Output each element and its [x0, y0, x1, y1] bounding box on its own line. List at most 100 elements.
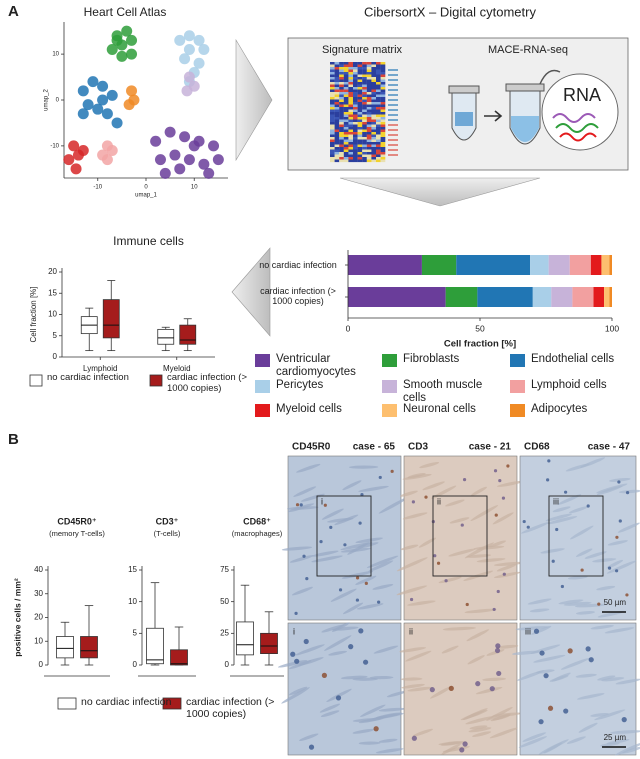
- heatmap-cell: [357, 82, 363, 85]
- scale-bar-label: 25 µm: [604, 733, 627, 742]
- heatmap-cell: [362, 119, 367, 123]
- heatmap-cell: [357, 102, 363, 105]
- tissue-fiber: [617, 522, 640, 533]
- heatmap-cell: [334, 154, 340, 158]
- bar-segment: [551, 287, 573, 307]
- heatmap-cell: [380, 89, 386, 93]
- nucleus: [494, 647, 501, 654]
- nucleus: [465, 602, 469, 607]
- heatmap-cell: [339, 129, 344, 133]
- heatmap-cell: [348, 154, 354, 158]
- heatmap-cell: [371, 109, 377, 113]
- tissue-fiber: [468, 727, 492, 733]
- heatmap-cell: [348, 147, 354, 150]
- heatmap-cell: [343, 104, 349, 108]
- heatmap-cell: [357, 94, 363, 98]
- heatmap-cell: [357, 97, 363, 100]
- legend-label: Smooth muscle cells: [403, 379, 483, 405]
- point: [179, 131, 191, 143]
- x-tick-label: 50: [475, 323, 485, 333]
- heatmap-cell: [357, 84, 363, 88]
- tissue-fiber: [291, 586, 313, 596]
- tissue-fiber: [557, 494, 582, 505]
- heatmap-cell: [376, 104, 381, 108]
- heatmap-cell: [353, 154, 358, 158]
- nucleus: [496, 670, 502, 677]
- heatmap-cell: [334, 97, 340, 100]
- heatmap-cell: [330, 112, 335, 115]
- nucleus: [444, 579, 448, 583]
- tissue-fiber: [441, 743, 461, 755]
- heatmap-cell: [380, 122, 386, 125]
- heatmap-cell: [348, 94, 354, 98]
- heatmap-cell: [339, 107, 344, 110]
- heatmap-cell: [334, 157, 340, 160]
- tissue-fiber: [606, 559, 624, 569]
- heatmap-cell: [371, 129, 377, 133]
- heatmap-cell: [343, 147, 349, 150]
- x-tick-label: 100: [605, 323, 619, 333]
- heatmap-cell: [339, 137, 344, 140]
- heatmap-cell: [348, 117, 354, 120]
- heatmap-cell: [357, 119, 363, 123]
- y-tick-label: 0: [39, 660, 44, 669]
- point: [77, 144, 89, 156]
- heatmap-cell: [362, 104, 367, 108]
- nucleus: [358, 521, 362, 525]
- tissue-fiber: [517, 670, 545, 681]
- tissue-fiber: [358, 485, 389, 492]
- heatmap-cell: [376, 154, 381, 158]
- tissue-fiber: [621, 746, 640, 754]
- bar-segment: [348, 287, 446, 307]
- heatmap-cell: [334, 114, 340, 118]
- tissue-fiber: [558, 599, 584, 605]
- heatmap-cell: [330, 122, 335, 125]
- nucleus: [547, 705, 554, 711]
- heatmap-cell: [371, 137, 377, 140]
- heatmap-cell: [334, 152, 340, 155]
- heatmap-cell: [376, 82, 381, 85]
- heatmap-cell: [348, 97, 354, 100]
- legend-label: cardiac infection (> 1000 copies): [167, 372, 247, 394]
- point: [126, 48, 138, 60]
- tissue-fiber: [543, 742, 563, 754]
- heatmap-cell: [348, 144, 354, 148]
- heatmap-cell: [376, 64, 381, 68]
- heatmap-cell: [339, 79, 344, 83]
- tissue-fiber: [399, 647, 427, 653]
- tissue-fiber: [348, 465, 379, 469]
- tissue-fiber: [422, 481, 445, 491]
- nucleus: [433, 554, 437, 558]
- heatmap-cell: [343, 142, 349, 145]
- heatmap-cell: [380, 107, 386, 110]
- rna-label: RNA: [563, 85, 601, 105]
- heatmap-cell: [376, 129, 381, 133]
- heatmap-cell: [339, 87, 344, 90]
- heatmap-cell: [343, 112, 349, 115]
- tissue-fiber: [486, 707, 513, 721]
- heatmap-cell: [353, 79, 358, 83]
- nucleus: [597, 602, 601, 606]
- nucleus: [462, 741, 468, 747]
- nucleus: [495, 643, 501, 649]
- heatmap-cell: [348, 114, 354, 118]
- rna-strand: [559, 132, 597, 142]
- heatmap-cell: [330, 62, 335, 65]
- tissue-fiber: [592, 558, 617, 563]
- inset-label: i: [293, 626, 295, 636]
- tissue-fiber: [567, 575, 588, 580]
- heatmap-cell: [366, 82, 372, 85]
- heatmap-cell: [343, 154, 349, 158]
- heatmap-cell: [348, 102, 354, 105]
- heatmap-cell: [339, 74, 344, 78]
- tissue-fiber: [358, 716, 388, 724]
- nucleus: [543, 673, 549, 679]
- heatmap-cell: [357, 64, 363, 68]
- heatmap-cell: [330, 74, 335, 78]
- heatmap-cell: [366, 92, 372, 95]
- heatmap-cell: [380, 94, 386, 98]
- nucleus: [459, 747, 465, 753]
- bar-segment: [569, 255, 591, 275]
- heatmap-cell: [362, 97, 367, 100]
